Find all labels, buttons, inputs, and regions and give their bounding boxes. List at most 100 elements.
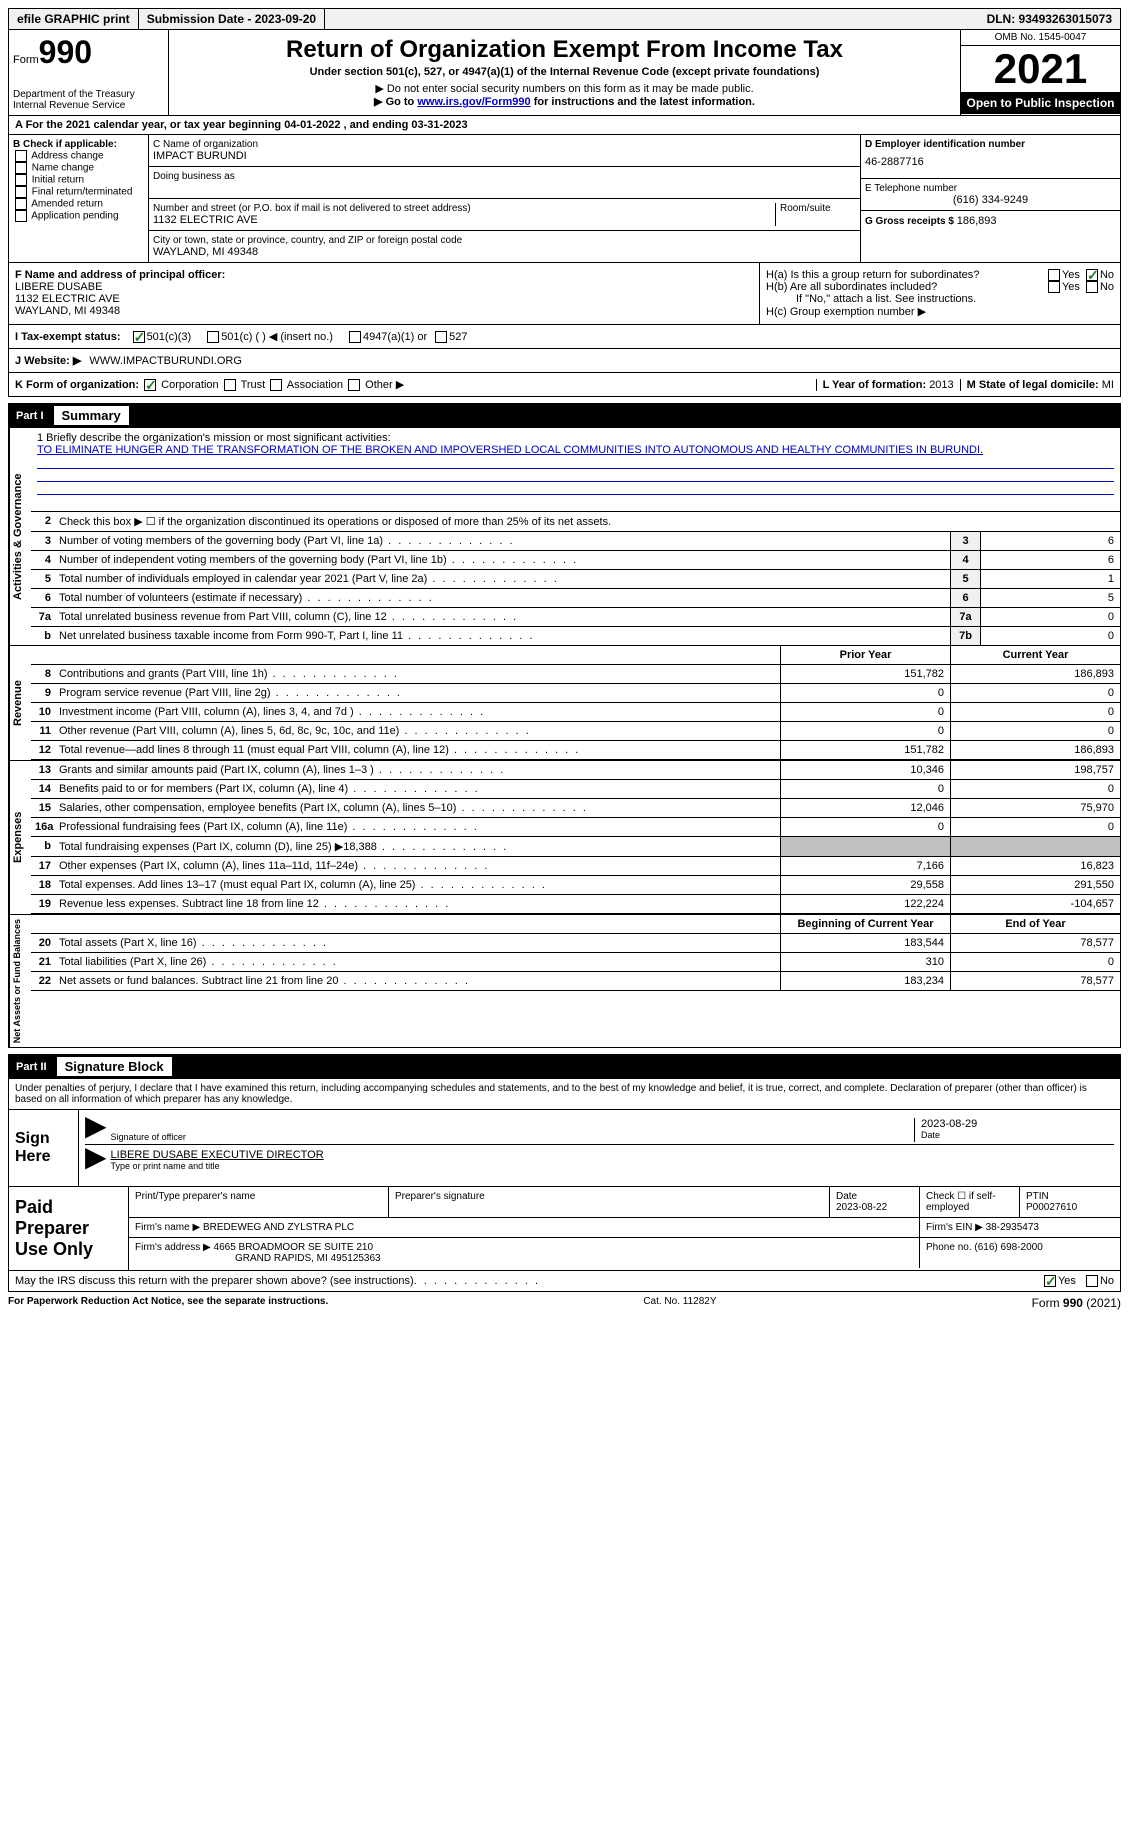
ha-label: H(a) Is this a group return for subordin…: [766, 269, 1046, 281]
omb-number: OMB No. 1545-0047: [961, 30, 1120, 46]
officer-printed: LIBERE DUSABE EXECUTIVE DIRECTOR: [111, 1149, 1114, 1161]
section-bcd: B Check if applicable: Address change Na…: [8, 135, 1121, 263]
section-h: H(a) Is this a group return for subordin…: [760, 263, 1120, 324]
part2-header: Part II Signature Block: [8, 1054, 1121, 1079]
tax-year-line: A For the 2021 calendar year, or tax yea…: [8, 116, 1121, 135]
k-other[interactable]: [348, 379, 360, 391]
opt-final-return[interactable]: Final return/terminated: [13, 186, 144, 198]
paid-preparer-label: Paid Preparer Use Only: [9, 1187, 129, 1270]
line-12: 12Total revenue—add lines 8 through 11 (…: [31, 741, 1120, 760]
firm-name-label: Firm's name ▶: [135, 1222, 200, 1233]
col-b: B Check if applicable: Address change Na…: [9, 135, 149, 262]
form-footer: Form 990 (2021): [1032, 1296, 1121, 1310]
korg-row: K Form of organization: Corporation Trus…: [8, 373, 1121, 397]
ein-label: D Employer identification number: [865, 139, 1116, 150]
tax-year: 2021: [961, 46, 1120, 92]
phone-value: (616) 334-9249: [865, 194, 1116, 206]
opt-amended[interactable]: Amended return: [13, 198, 144, 210]
penalties-text: Under penalties of perjury, I declare th…: [8, 1079, 1121, 1110]
firm-addr1: 4665 BROADMOOR SE SUITE 210: [214, 1242, 374, 1253]
m-label: M State of legal domicile:: [967, 379, 1099, 391]
hb-label: H(b) Are all subordinates included?: [766, 281, 1046, 293]
form-title: Return of Organization Exempt From Incom…: [173, 36, 956, 64]
vlabel-netassets: Net Assets or Fund Balances: [9, 915, 31, 1047]
efile-label[interactable]: efile GRAPHIC print: [9, 9, 139, 29]
prep-date: 2023-08-22: [836, 1202, 913, 1213]
ha-no[interactable]: [1086, 269, 1098, 281]
dept-treasury: Department of the Treasury Internal Reve…: [13, 89, 164, 111]
activities-section: Activities & Governance 1 Briefly descri…: [8, 428, 1121, 646]
discuss-text: May the IRS discuss this return with the…: [15, 1275, 414, 1287]
line-b: bNet unrelated business taxable income f…: [31, 627, 1120, 645]
gross-value: 186,893: [957, 215, 997, 227]
expenses-section: Expenses 13Grants and similar amounts pa…: [8, 761, 1121, 915]
city-label: City or town, state or province, country…: [153, 235, 856, 246]
l-label: L Year of formation:: [823, 379, 927, 391]
footer: For Paperwork Reduction Act Notice, see …: [8, 1292, 1121, 1314]
line-22: 22Net assets or fund balances. Subtract …: [31, 972, 1120, 991]
prep-selfemp-label: Check ☐ if self-employed: [926, 1191, 1013, 1213]
form-prefix: Form: [13, 54, 39, 66]
form-header: Form990 Department of the Treasury Inter…: [8, 30, 1121, 116]
line-15: 15Salaries, other compensation, employee…: [31, 799, 1120, 818]
line-20: 20Total assets (Part X, line 16)183,5447…: [31, 934, 1120, 953]
revenue-section: Revenue Prior Year Current Year 8Contrib…: [8, 646, 1121, 761]
opt-initial-return[interactable]: Initial return: [13, 174, 144, 186]
prep-ptin: P00027610: [1026, 1202, 1114, 1213]
k-corp[interactable]: [144, 379, 156, 391]
note-link: ▶ Go to www.irs.gov/Form990 for instruct…: [173, 95, 956, 108]
col-headers-revenue: Prior Year Current Year: [31, 646, 1120, 665]
firm-ein: 38-2935473: [986, 1222, 1039, 1233]
phone-label: E Telephone number: [865, 183, 1116, 194]
dba-value: [153, 182, 856, 194]
part1-header: Part I Summary: [8, 403, 1121, 428]
hb-note: If "No," attach a list. See instructions…: [766, 293, 1114, 305]
firm-addr-label: Firm's address ▶: [135, 1242, 211, 1253]
line-9: 9Program service revenue (Part VIII, lin…: [31, 684, 1120, 703]
sign-here-label: Sign Here: [9, 1110, 79, 1186]
officer-addr2: WAYLAND, MI 49348: [15, 305, 753, 317]
line-14: 14Benefits paid to or for members (Part …: [31, 780, 1120, 799]
line-17: 17Other expenses (Part IX, column (A), l…: [31, 857, 1120, 876]
opt-name-change[interactable]: Name change: [13, 162, 144, 174]
sig-arrow-icon: ▶: [85, 1118, 107, 1142]
open-inspection: Open to Public Inspection: [961, 92, 1120, 114]
col-headers-net: Beginning of Current Year End of Year: [31, 915, 1120, 934]
sign-here-section: Sign Here ▶ Signature of officer 2023-08…: [8, 1110, 1121, 1187]
f-label: F Name and address of principal officer:: [15, 269, 753, 281]
l-value: 2013: [929, 379, 953, 391]
submission-date: Submission Date - 2023-09-20: [139, 9, 325, 29]
line-16a: 16aProfessional fundraising fees (Part I…: [31, 818, 1120, 837]
discuss-no[interactable]: [1086, 1275, 1098, 1287]
prep-date-label: Date: [836, 1191, 913, 1202]
dln: DLN: 93493263015073: [979, 9, 1120, 29]
discuss-yes[interactable]: [1044, 1275, 1056, 1287]
k-assoc[interactable]: [270, 379, 282, 391]
mission-block: 1 Briefly describe the organization's mi…: [31, 428, 1120, 512]
website-row: J Website: ▶ WWW.IMPACTBURUNDI.ORG: [8, 349, 1121, 373]
officer-addr1: 1132 ELECTRIC AVE: [15, 293, 753, 305]
status-4947[interactable]: [349, 331, 361, 343]
line-7a: 7aTotal unrelated business revenue from …: [31, 608, 1120, 627]
sig-arrow2-icon: ▶: [85, 1149, 107, 1171]
irs-link[interactable]: www.irs.gov/Form990: [417, 96, 530, 108]
gross-label: G Gross receipts $: [865, 216, 954, 227]
opt-address-change[interactable]: Address change: [13, 150, 144, 162]
hb-yes[interactable]: [1048, 281, 1060, 293]
firm-ein-label: Firm's EIN ▶: [926, 1222, 983, 1233]
sig-officer-label: Signature of officer: [111, 1132, 914, 1142]
mission-text: TO ELIMINATE HUNGER AND THE TRANSFORMATI…: [37, 444, 1114, 456]
hb-no[interactable]: [1086, 281, 1098, 293]
ha-yes[interactable]: [1048, 269, 1060, 281]
status-527[interactable]: [435, 331, 447, 343]
status-501c3[interactable]: [133, 331, 145, 343]
opt-app-pending[interactable]: Application pending: [13, 210, 144, 222]
status-501c[interactable]: [207, 331, 219, 343]
part1-num: Part I: [16, 410, 54, 422]
tax-status-row: I Tax-exempt status: 501(c)(3) 501(c) ( …: [8, 325, 1121, 349]
form-number: 990: [39, 34, 92, 70]
k-trust[interactable]: [224, 379, 236, 391]
m-value: MI: [1102, 379, 1114, 391]
part2-num: Part II: [16, 1061, 57, 1073]
name-label: C Name of organization: [153, 139, 856, 150]
